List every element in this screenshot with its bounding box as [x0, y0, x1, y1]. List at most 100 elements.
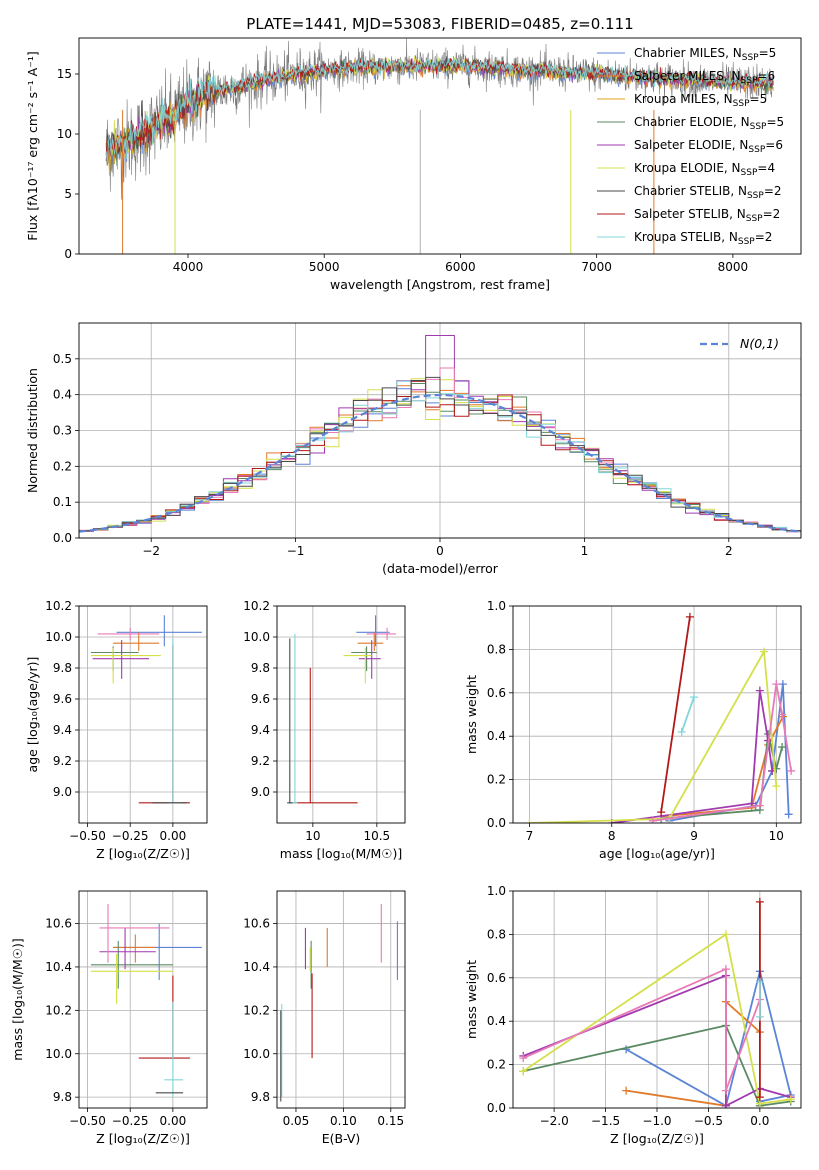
weight-marker: [759, 647, 768, 656]
x-axis-label: Z [log₁₀(Z/Z☉)]: [96, 1131, 190, 1146]
y-tick-label: 10.0: [243, 1047, 270, 1061]
errorbar-point: [90, 647, 161, 684]
y-tick-label: 10.0: [45, 1047, 72, 1061]
x-tick-label: −0.50: [69, 829, 106, 843]
x-tick-label: 0.0: [750, 1114, 769, 1128]
y-axis-label: age [log₁₀(age/yr)]: [25, 657, 40, 773]
x-tick-label: 9: [690, 829, 698, 843]
mass-vs-Z-plot-area: [90, 904, 202, 1098]
y-tick-label: 10: [57, 127, 72, 141]
errorbar-point: [287, 638, 293, 804]
y-tick-label: 10.4: [243, 960, 270, 974]
x-axis-label: age [log₁₀(age/yr)]: [599, 846, 715, 861]
y-tick-label: 0.2: [487, 773, 506, 787]
age-vs-Z-plot-area: [90, 615, 202, 804]
y-tick-label: 0.2: [53, 459, 72, 473]
y-tick-label: 10.4: [45, 960, 72, 974]
spectrum-model-line: [105, 55, 774, 157]
x-tick-label: −2: [142, 544, 160, 558]
x-tick-label: 0.05: [283, 1114, 310, 1128]
x-tick-label: 10: [305, 829, 320, 843]
x-tick-label: −1.0: [642, 1114, 671, 1128]
weight-series-line: [661, 716, 784, 818]
weight-marker: [778, 743, 787, 752]
weight-series-line: [529, 648, 778, 823]
y-tick-label: 9.4: [251, 723, 270, 737]
weight-marker: [786, 1095, 795, 1104]
y-tick-label: 0.8: [487, 927, 506, 941]
gaussian-curve: [79, 393, 801, 533]
y-tick-label: 0.6: [487, 686, 506, 700]
y-tick-label: 0: [64, 247, 72, 261]
x-tick-label: 6000: [445, 260, 476, 274]
y-tick-label: 9.6: [251, 692, 270, 706]
x-axis-label: mass [log₁₀(M/M☉)]: [280, 846, 402, 861]
y-tick-label: 9.2: [53, 754, 72, 768]
weight-marker: [778, 710, 787, 719]
y-axis-label: mass weight: [464, 675, 479, 754]
weight-marker: [787, 766, 796, 775]
errorbar-point: [99, 904, 170, 963]
plot-frame: [78, 890, 208, 1109]
y-tick-label: 1.0: [487, 599, 506, 613]
weight-marker: [784, 810, 793, 819]
y-tick-label: 0.4: [487, 729, 506, 743]
x-tick-label: −0.25: [112, 829, 149, 843]
x-tick-label: 8000: [718, 260, 749, 274]
y-tick-label: 9.6: [53, 692, 72, 706]
weight-marker: [721, 930, 730, 939]
errorbar-point: [97, 627, 160, 641]
x-axis-label: wavelength [Angstrom, rest frame]: [330, 277, 550, 292]
weight-marker: [519, 1054, 528, 1063]
x-tick-label: 10: [769, 829, 784, 843]
weight-vs-Z-plot-area: [519, 897, 795, 1108]
weight-marker: [755, 1012, 764, 1021]
x-tick-label: 1: [581, 544, 589, 558]
mass-vs-ebv-plot-area: [280, 904, 398, 1102]
x-tick-label: −1: [287, 544, 305, 558]
errorbar-point: [90, 940, 173, 989]
x-tick-label: −1.5: [591, 1114, 620, 1128]
weight-marker: [772, 680, 781, 689]
weight-series-line: [523, 1024, 791, 1107]
x-axis-label: Z [log₁₀(Z/Z☉)]: [610, 1131, 704, 1146]
weight-vs-age-panel: 7 8 9 10 0.0 0.2 0.4 0.6 0.8 1.0 age [log₁₀(age/yr…: [464, 599, 802, 861]
weight-marker: [721, 965, 730, 974]
y-tick-label: 9.2: [251, 754, 270, 768]
figure-title: PLATE=1441, MJD=53083, FIBERID=0485, z=0…: [246, 15, 633, 33]
y-tick-label: 0.0: [487, 1101, 506, 1115]
age-vs-mass-plot-area: [287, 615, 397, 804]
x-tick-label: 0.15: [377, 1114, 404, 1128]
y-tick-label: 9.0: [53, 785, 72, 799]
y-tick-label: 10.0: [243, 630, 270, 644]
spectrum-legend: Chabrier MILES, NSSP=5 Salpeter MILES, NS…: [597, 46, 784, 247]
weight-marker: [755, 686, 764, 695]
weight-marker: [755, 978, 764, 987]
plot-frame: [512, 605, 802, 824]
y-axis-label: Normed distribution: [25, 368, 40, 493]
y-tick-label: 10.2: [243, 1003, 270, 1017]
y-tick-label: 0.5: [53, 352, 72, 366]
weight-marker: [772, 764, 781, 773]
y-tick-label: 9.8: [53, 1090, 72, 1104]
spectrum-model-line: [105, 57, 774, 162]
age-vs-mass-panel: 10 10.5 9.0 9.2 9.4 9.6 9.8 10.0 10.2 mass [log₁₀…: [243, 599, 406, 861]
y-tick-label: 10.6: [45, 917, 72, 931]
x-tick-label: 0: [436, 544, 444, 558]
weight-marker: [755, 897, 764, 906]
legend-entry: Salpeter MILES, NSSP=6: [634, 69, 775, 86]
errorbar-point: [113, 934, 156, 963]
weight-series-line: [522, 932, 791, 1105]
plot-frame: [276, 890, 406, 1109]
y-tick-label: 0.6: [487, 971, 506, 985]
spectrum-plot-area: [105, 38, 774, 254]
errorbar-point: [289, 668, 358, 804]
x-tick-label: 0.00: [160, 1114, 187, 1128]
weight-marker: [622, 1086, 631, 1095]
weight-series-line: [680, 696, 695, 733]
y-axis-label: mass weight: [464, 960, 479, 1039]
y-tick-label: 0.0: [487, 816, 506, 830]
errorbar-point: [343, 647, 372, 684]
x-tick-label: 2: [725, 544, 733, 558]
errorbar-point: [113, 632, 160, 651]
